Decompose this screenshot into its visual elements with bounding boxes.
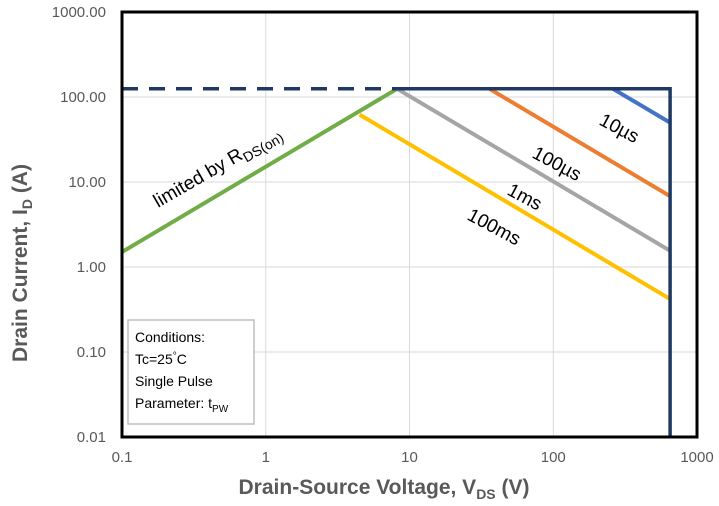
x-tick-label: 100: [541, 449, 566, 466]
y-tick-label: 100.00: [60, 89, 106, 106]
series-line-rds_on: [120, 87, 399, 254]
series-line-ms1: [396, 87, 672, 253]
conditions-parameter: Parameter: tPW: [135, 395, 229, 415]
series-line-ms100: [358, 112, 672, 301]
x-tick-label: 1000: [680, 449, 713, 466]
x-tick-label: 10: [401, 449, 418, 466]
label-1ms: 1ms: [504, 180, 546, 215]
series-lines: [120, 87, 672, 437]
label-100ms: 100ms: [464, 205, 524, 250]
plot-frame: [120, 10, 699, 439]
x-tick-label: 1: [262, 449, 270, 466]
y-axis-title: Drain Current, ID (A): [9, 164, 35, 362]
y-tick-label: 0.01: [77, 429, 106, 446]
x-axis-title: Drain-Source Voltage, VDS (V): [239, 476, 530, 502]
series-line-us100: [488, 87, 672, 198]
series-line-us10: [611, 87, 672, 125]
conditions-pulse: Single Pulse: [135, 373, 213, 389]
y-tick-label: 0.10: [77, 344, 106, 361]
x-tick-label: 0.1: [112, 449, 133, 466]
conditions-heading: Conditions:: [135, 329, 205, 345]
tick-labels: 0.1 1 10 100 1000 0.01 0.10 1.00 10.00 100.00 1000…: [52, 4, 714, 466]
y-tick-label: 1000.00: [52, 4, 106, 21]
y-tick-label: 1.00: [77, 259, 106, 276]
conditions-box: Conditions: Tc=25°C Single Pulse Paramet…: [127, 319, 255, 425]
series-line-current-limit: [397, 87, 672, 437]
label-100us: 100µs: [529, 143, 585, 186]
label-10us: 10µs: [596, 110, 643, 148]
conditions-temperature: Tc=25°C: [135, 351, 187, 367]
y-tick-label: 10.00: [68, 174, 106, 191]
